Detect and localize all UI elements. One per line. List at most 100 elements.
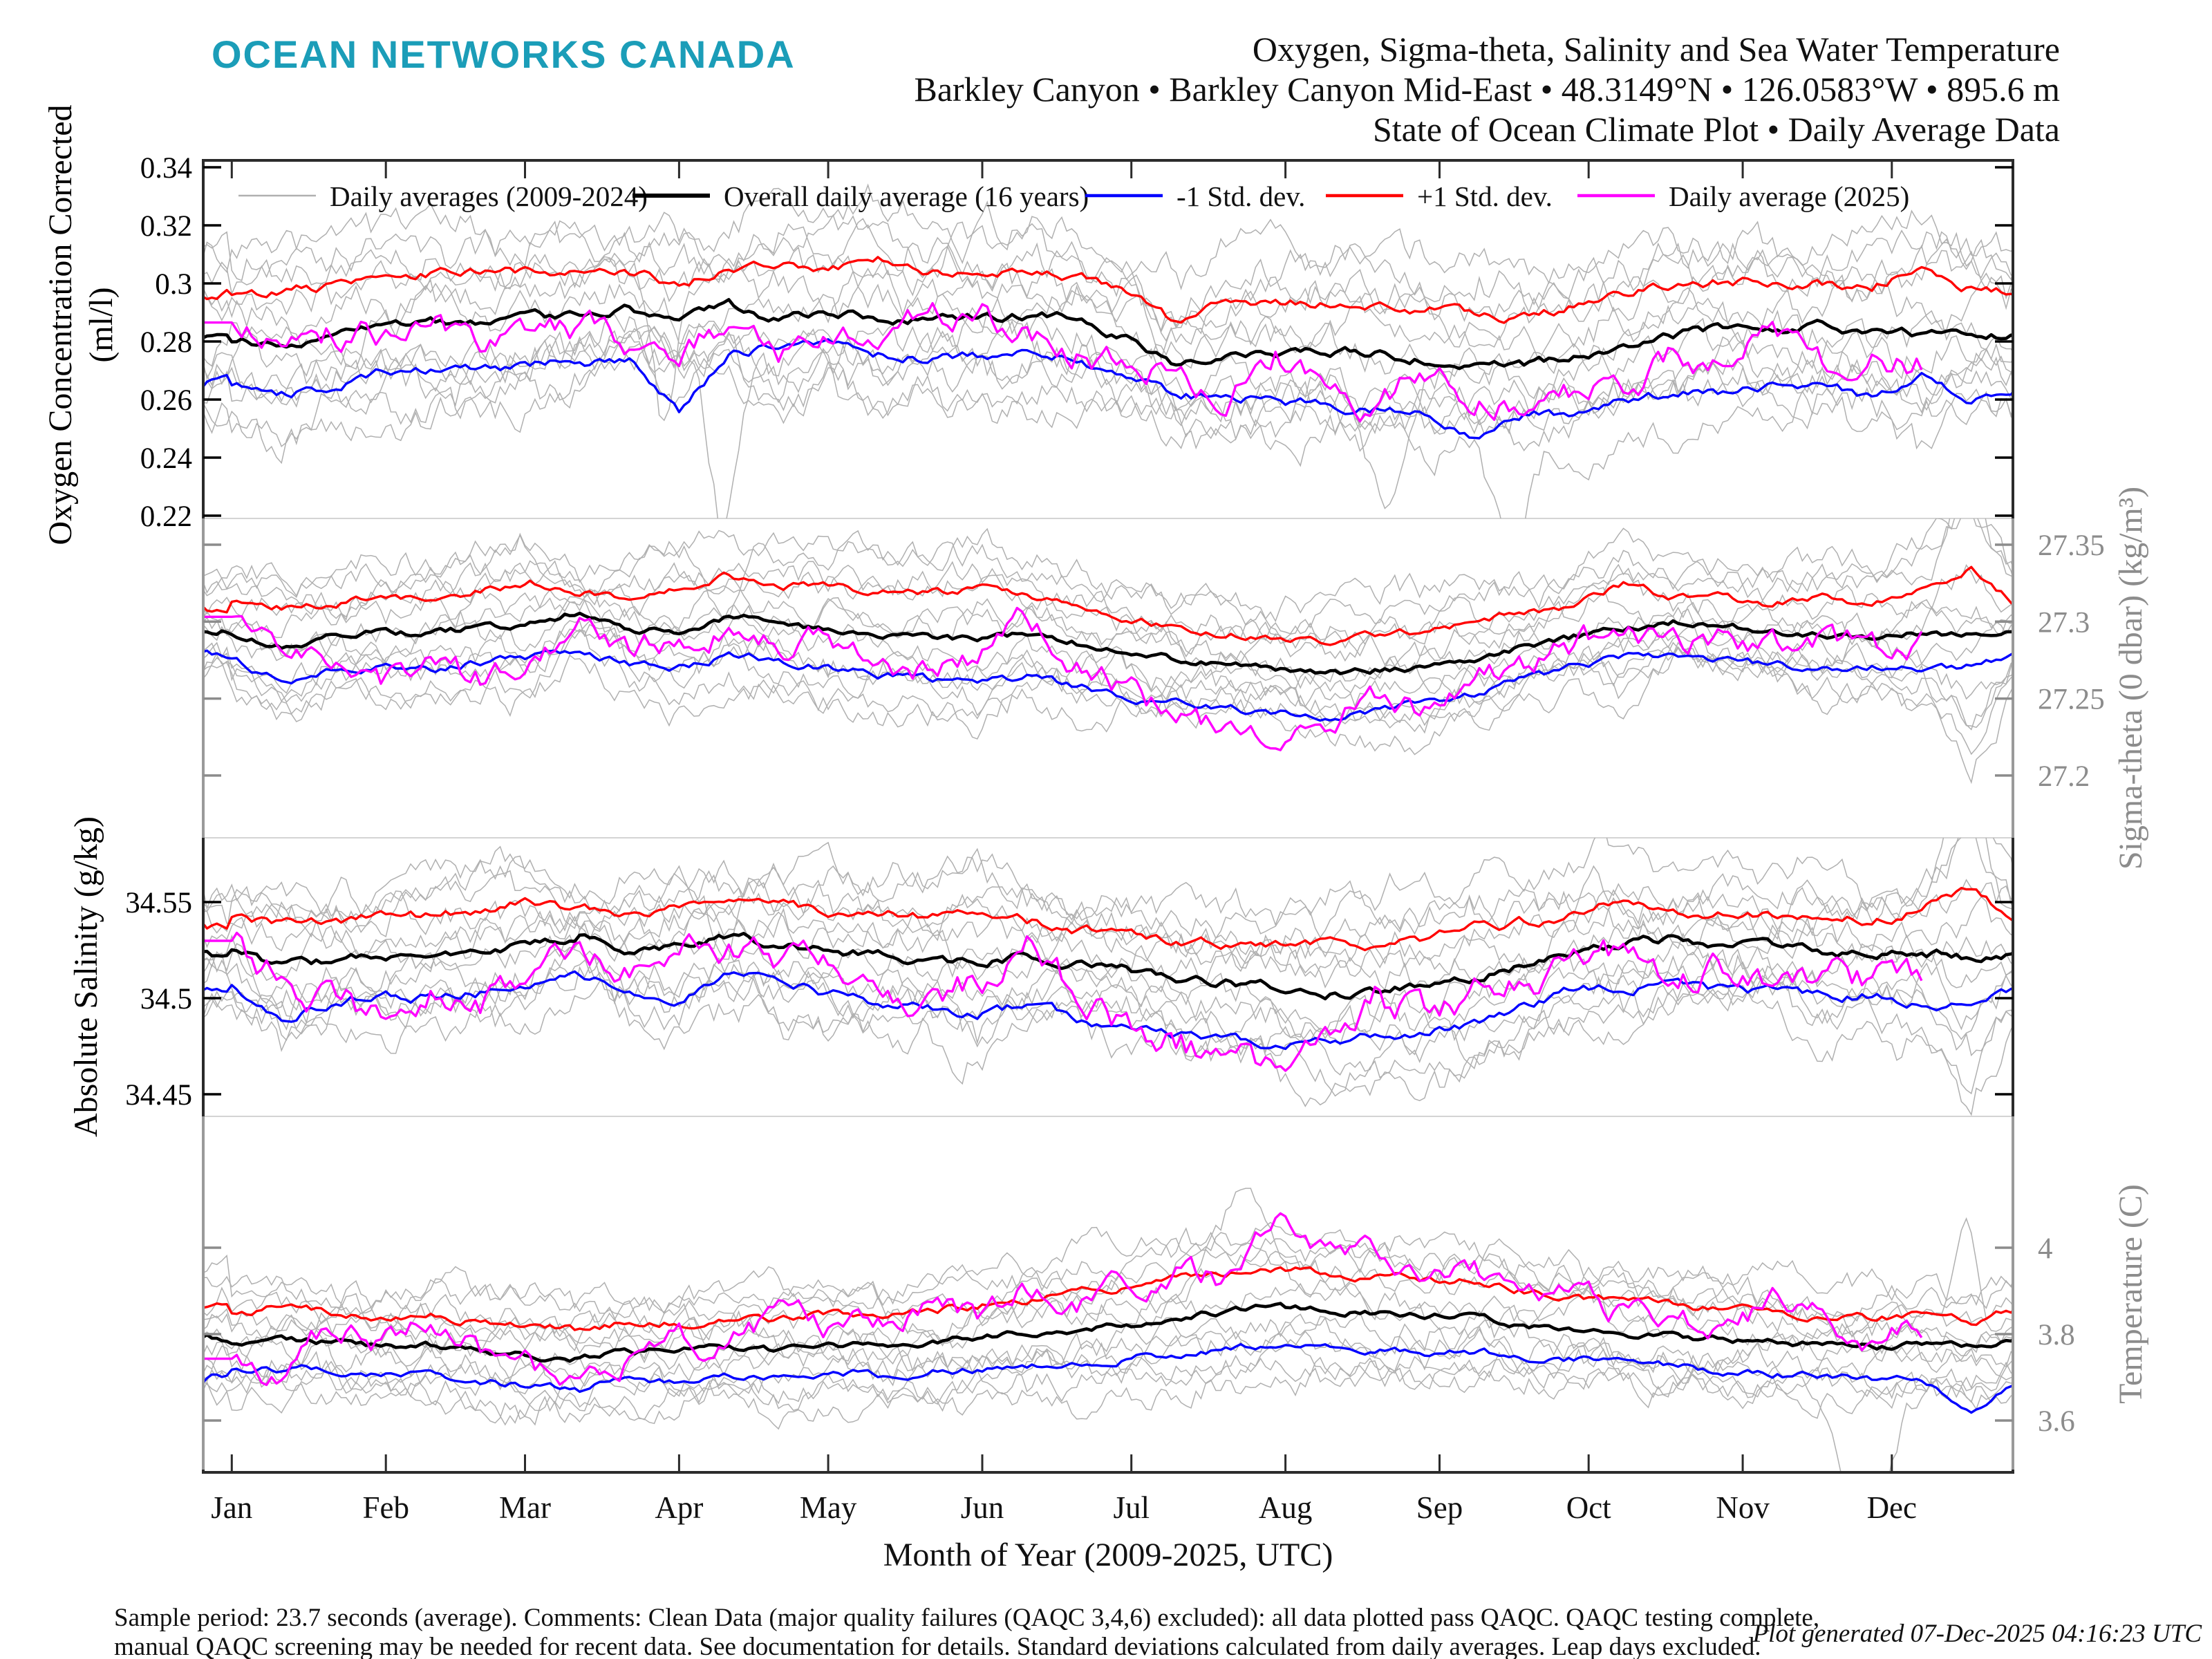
year-line [204,518,2012,657]
series-minus1std [204,970,2012,1051]
series-overall_mean [204,298,2012,371]
x-tick-label: Oct [1566,1490,1611,1525]
y-axis-label-temperature: Temperature (C) [2112,1184,2149,1404]
series-plus1std [204,1266,2012,1331]
y-tick-label: 34.5 [140,983,192,1015]
year-line [204,620,2012,708]
year-line [204,624,2012,731]
year-line [204,1339,2012,1412]
band-dividers [203,518,2013,1117]
y-tick-label: 0.34 [140,152,192,185]
y-tick-label: 27.2 [2038,760,2090,793]
series-plus1std [204,256,2012,324]
x-tick-label: Dec [1867,1490,1917,1525]
year-line [204,980,2012,1116]
year-line [204,258,2012,369]
year-line [204,922,2012,1040]
series-minus1std [204,649,2012,722]
x-tick-label: Aug [1259,1490,1313,1525]
plot-generated-note: Plot generated 07-Dec-2025 04:16:23 UTC [1752,1620,2203,1648]
y-tick-label: 0.26 [140,384,192,417]
series-overall_mean [204,932,2012,1001]
legend-label: Daily averages (2009-2024) [330,180,648,212]
y-axis-label-sigma-theta: Sigma-theta (0 dbar) (kg/m³) [2112,487,2149,870]
plot-title-line1: Oxygen, Sigma-theta, Salinity and Sea Wa… [1253,30,2060,68]
year-line [204,313,2012,435]
year-line [204,218,2012,333]
year-line [204,965,2012,1097]
plot-title-line3: State of Ocean Climate Plot • Daily Aver… [1373,110,2060,149]
x-axis-label: Month of Year (2009-2025, UTC) [883,1537,1333,1573]
year-line [204,518,2012,623]
x-tick-label: Jan [211,1490,252,1525]
legend-label: -1 Std. dev. [1177,180,1305,212]
year-line [204,1188,2012,1365]
series-daily_2025 [204,931,1923,1072]
panel-oxygen [204,183,2012,518]
year-line [204,269,2012,386]
y-tick-label: 3.8 [2038,1319,2075,1351]
y-tick-label: 27.35 [2038,529,2105,562]
legend-label: Daily average (2025) [1669,180,1909,212]
series-daily_2025 [204,606,1923,751]
year-line [204,1232,2012,1326]
series-minus1std [204,338,2012,440]
series-overall_mean [204,611,2012,675]
plot-border [202,159,2014,1474]
year-line [204,619,2012,734]
x-tick-label: Jun [961,1490,1004,1525]
year-line [204,630,2012,756]
plot-title-line2: Barkley Canyon • Barkley Canyon Mid-East… [914,70,2060,109]
panel-sigma_theta [204,518,2012,785]
year-line [204,1311,2012,1393]
x-tick-label: Feb [362,1490,409,1525]
year-line [204,1367,2012,1472]
year-line [204,339,2012,518]
year-line [204,560,2012,658]
series-layer [204,183,2012,1472]
x-tick-label: Apr [655,1490,703,1525]
legend-label: Overall daily average (16 years) [724,180,1089,212]
year-line [204,518,2012,639]
year-line [204,838,2012,940]
y-axis-label-oxygen-line1: Oxygen Concentration Corrected [42,104,79,545]
series-plus1std [204,887,2012,952]
year-line [204,641,2012,785]
series-daily_2025 [204,1212,1923,1387]
y-tick-label: 0.24 [140,442,192,475]
y-tick-label: 27.25 [2038,684,2105,716]
y-axis-label-salinity: Absolute Salinity (g/kg) [68,816,104,1137]
legend-label: +1 Std. dev. [1417,180,1553,212]
year-line [204,325,2012,427]
x-tick-label: Nov [1716,1490,1770,1525]
footer-line1: Sample period: 23.7 seconds (average). C… [114,1604,1819,1632]
year-line [204,183,2012,290]
year-line [204,838,2012,958]
year-line [204,1282,2012,1360]
x-tick-label: Jul [1113,1490,1150,1525]
y-tick-label: 0.32 [140,210,192,243]
panel-salinity [204,838,2012,1116]
panel-temperature [204,1188,2012,1472]
year-line [204,1221,2012,1318]
x-tick-label: Sep [1416,1490,1463,1525]
onc-logo: OCEAN NETWORKS CANADA [212,32,796,76]
x-tick-label: May [800,1490,857,1525]
y-tick-label: 0.3 [155,268,192,301]
y-tick-label: 0.22 [140,500,192,533]
year-line [204,838,2012,960]
y-tick-label: 34.55 [125,887,192,919]
year-line [204,1356,2012,1426]
year-line [204,589,2012,689]
y-tick-label: 4 [2038,1232,2053,1265]
year-line [204,879,2012,966]
y-tick-label: 34.45 [125,1079,192,1112]
x-tick-label: Mar [499,1490,551,1525]
year-line [204,939,2012,1056]
y-tick-label: 0.28 [140,326,192,359]
series-daily_2025 [204,302,1923,423]
year-line [204,306,2012,509]
y-tick-label: 3.6 [2038,1405,2075,1438]
footer-line2: manual QAQC screening may be needed for … [114,1633,1761,1659]
